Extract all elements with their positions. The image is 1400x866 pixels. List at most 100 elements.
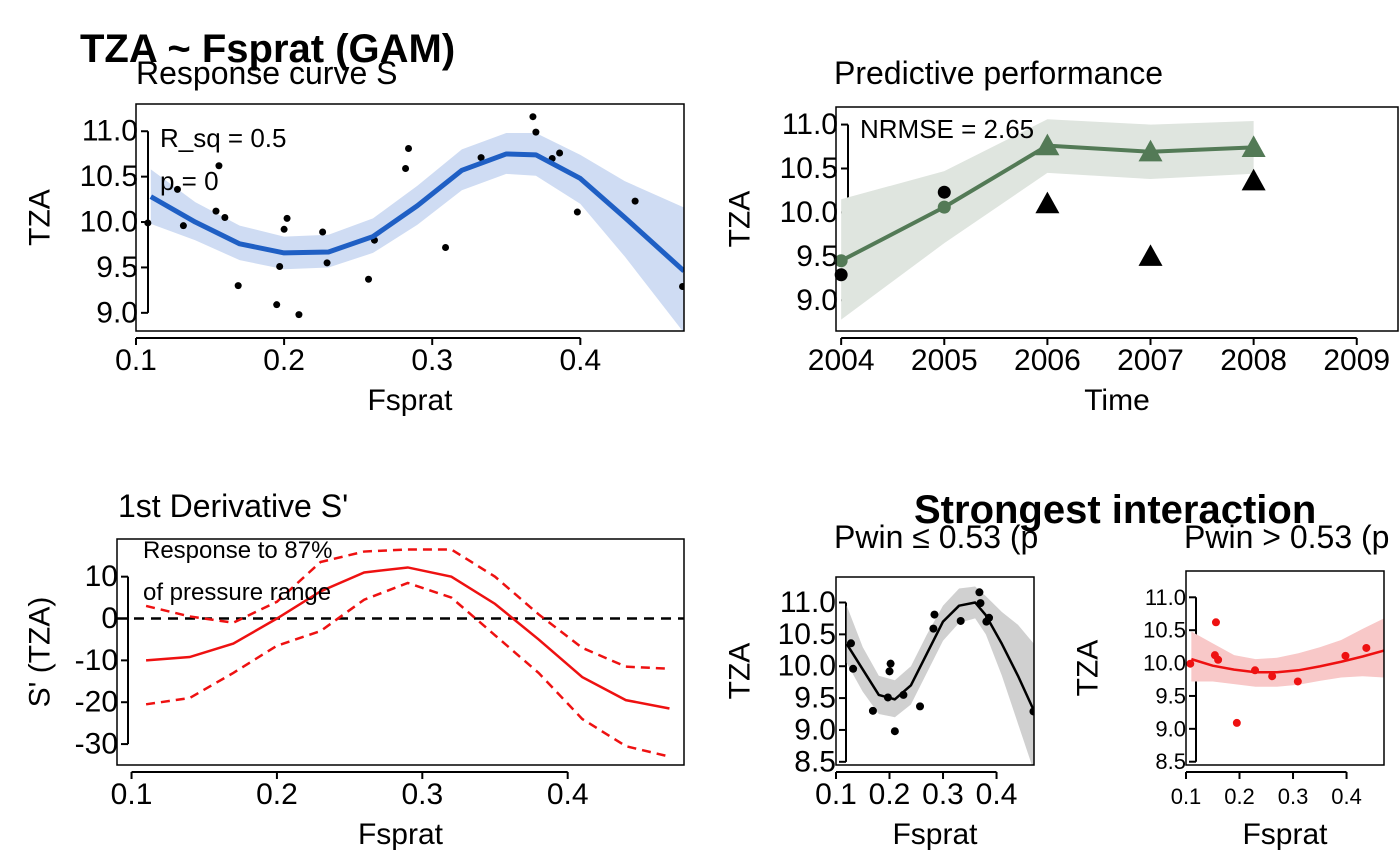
predictive-x-axis-label: Time [1084,384,1150,417]
interaction_low-data-point [930,610,939,619]
derivative-x-tick-label: 0.3 [401,778,443,811]
interaction_low-x-tick-label: 0.3 [922,778,964,811]
predictive-y-tick-label: 11.0 [782,108,838,141]
interaction_low-data-point [890,727,899,736]
response-data-point [276,263,284,271]
response-data-point [283,214,291,222]
response-data-point [442,243,450,251]
response-title: Response curve S [136,55,397,91]
response-x-tick-label: 0.3 [411,344,453,377]
interaction_low-title: Pwin ≤ 0.53 (p [834,519,1038,555]
main-title: TZA ~ Fsprat (GAM) [80,27,456,71]
response-data-point [173,185,181,193]
predictive-title: Predictive performance [834,55,1163,91]
interaction_low-x-tick-label: 0.1 [815,778,857,811]
interaction_high-data-point [1232,718,1241,727]
interaction_low-x-tick-label: 0.2 [869,778,911,811]
predictive-annotation: NRMSE = 2.65 [860,114,1034,144]
response-data-point [221,214,229,221]
interaction_high-x-tick-label: 0.1 [1171,784,1202,809]
interaction_high-y-tick-label: 11.0 [1145,585,1186,610]
response-data-point [679,283,684,291]
interaction_low-data-point [916,702,925,711]
predictive-confidence-band [841,119,1254,320]
interaction_high-plot-area [1186,618,1384,727]
interaction_high-data-point [1211,618,1220,627]
interaction_low-data-point [849,664,858,673]
interaction_high-x-tick-label: 0.2 [1224,784,1255,809]
interaction_high-y-tick-label: 9.5 [1155,683,1186,708]
derivative-estimate-line [145,566,670,710]
predictive-x-tick-label: 2008 [1220,344,1287,377]
interaction_low-data-point [886,659,895,668]
interaction-section-title: Strongest interaction [914,488,1317,532]
predictive-y-tick-label: 10.5 [780,152,838,185]
response-data-point [573,208,581,216]
predictive-x-tick-label: 2006 [1014,344,1081,377]
derivative-title: 1st Derivative S' [118,488,348,524]
interaction_high-panel-border [1185,570,1385,766]
response-data-point [529,113,537,121]
response-data-point [234,282,242,290]
response-plot-area [144,113,684,331]
response-y-tick-label: 9.0 [96,296,138,329]
response-y-tick-label: 9.5 [96,251,138,284]
response-x-tick-label: 0.4 [559,344,601,377]
interaction_high-fit-line [1190,649,1384,674]
observed-point [834,268,848,282]
response-y-tick-label: 11.0 [82,115,138,148]
predictive-y-tick-label: 9.5 [796,240,838,273]
response-data-point [319,228,327,236]
interaction_high-data-point [1186,659,1195,668]
interaction_high-x-axis-label: Fsprat [1242,818,1328,851]
interaction_low-data-point [885,667,894,676]
response-data-point [405,144,413,152]
interaction_low-data-point [956,616,965,625]
interaction_high-data-point [1341,651,1350,660]
interaction_low-plot-area [845,586,1034,765]
interaction_high-panel: Pwin > 0.53 (p Fsprat TZA 0.1 0.2 0.3 0.4 8.5 9.… [1072,519,1390,851]
derivative-annotation: Response to 87% [143,537,332,564]
response-data-point [295,311,303,319]
interaction_low-fit-line [845,601,1034,712]
interaction_high-data-point [1362,643,1371,652]
response-annotation: p = 0 [160,166,219,196]
response-data-point [212,207,220,215]
derivative-y-tick-label: 0 [101,602,118,635]
observed-point [1035,191,1060,214]
predicted-point [1035,133,1060,156]
interaction_low-x-tick-label: 0.4 [976,778,1018,811]
interaction_low-y-tick-label: 11.0 [780,586,836,619]
predictive-panel: Predictive performance Time TZA 2004 2005 200… [724,55,1399,417]
predictive-y-tick-label: 10.0 [780,196,838,229]
response-data-point [280,225,288,233]
interaction_low-panel-border [835,576,1035,766]
observed-point [1138,244,1163,266]
derivative-x-tick-label: 0.2 [256,778,298,811]
derivative-panel: 1st Derivative S' Fsprat S' (TZA) 0.1 0.2 0.3… [24,488,685,851]
interaction_high-confidence-band [1191,618,1384,687]
derivative-panel-border [116,538,685,766]
interaction_low-y-tick-label: 10.0 [778,650,836,683]
response-data-point [215,162,223,170]
response-data-point [631,197,639,205]
response-data-point [323,259,331,267]
response-panel: Response curve S Fsprat TZA 0.1 0.2 0.3 0.4 9.0… [24,55,685,417]
response-annotation: R_sq = 0.5 [160,123,286,153]
predicted-point [834,254,848,268]
response-y-tick-label: 10.5 [80,160,138,193]
response-data-point [477,154,485,162]
predictive-panel-border [835,106,1399,332]
response-data-point [144,219,152,227]
interaction_high-y-tick-label: 10.5 [1143,618,1186,643]
derivative-y-axis-label: S' (TZA) [24,597,57,708]
derivative-annotation: of pressure range [143,579,331,606]
response-data-point [402,164,410,172]
predictive-x-tick-label: 2009 [1323,344,1390,377]
response-y-axis-label: TZA [24,189,57,246]
derivative-x-axis-label: Fsprat [358,818,444,851]
response-data-point [365,275,373,283]
interaction_low-x-axis-label: Fsprat [892,818,978,851]
response-confidence-band [150,133,684,331]
